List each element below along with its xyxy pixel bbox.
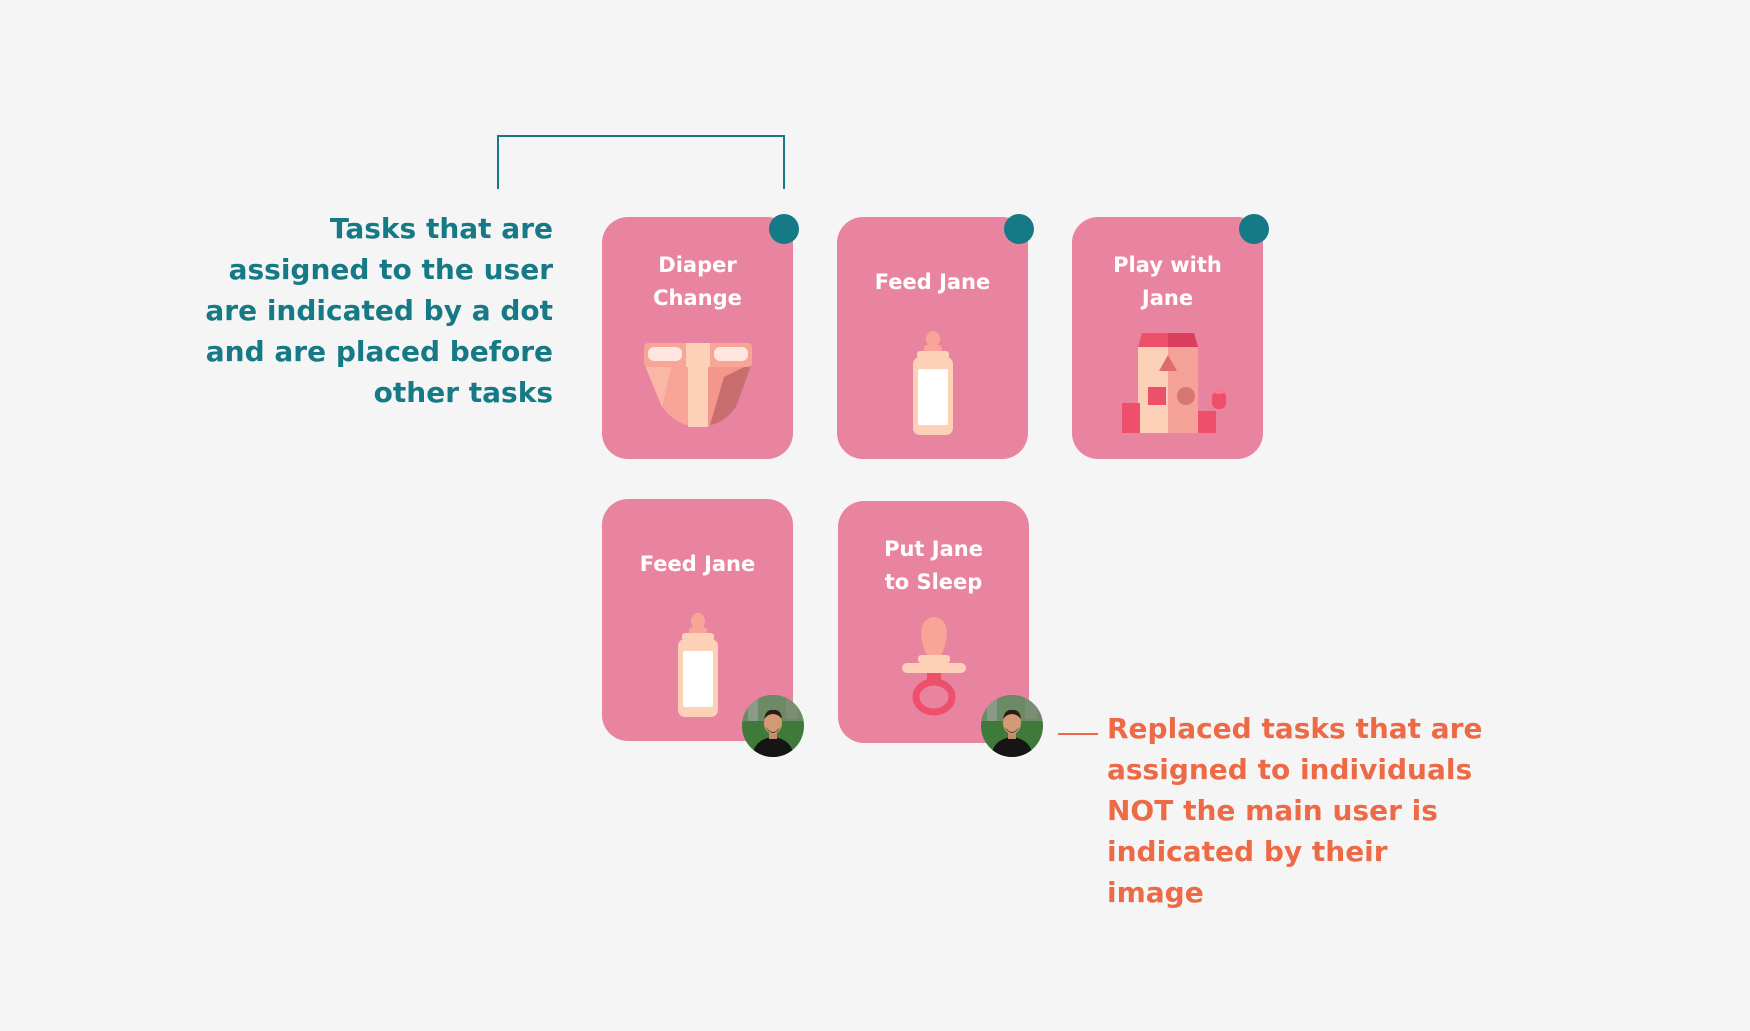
task-card-feed-jane[interactable]: Feed Jane <box>837 217 1028 459</box>
task-card-title-line: Play with <box>1113 253 1222 277</box>
task-card-title-line: Jane <box>1141 286 1194 310</box>
other-assignee-note: Replaced tasks that are assigned to indi… <box>1107 708 1507 913</box>
assigned-note-line: and are placed before <box>205 335 553 368</box>
baby-bottle-icon <box>837 327 1028 457</box>
task-card-play-with-jane[interactable]: Play with Jane <box>1072 217 1263 459</box>
assigned-note-line: other tasks <box>373 376 553 409</box>
assignee-avatar[interactable] <box>742 695 804 757</box>
baby-bottle-icon <box>602 609 793 739</box>
task-card-title-line: to Sleep <box>884 570 983 594</box>
others-note-line: indicated by their <box>1107 835 1388 868</box>
diaper-icon <box>602 327 793 457</box>
task-card-diaper-change[interactable]: Diaper Change <box>602 217 793 459</box>
pacifier-icon <box>838 611 1029 741</box>
others-note-line: Replaced tasks that are <box>1107 712 1483 745</box>
others-note-connector <box>1058 733 1098 735</box>
others-note-line: NOT the main user is <box>1107 794 1438 827</box>
assigned-note-line: assigned to the user <box>228 253 553 286</box>
assigned-tasks-note: Tasks that are assigned to the user are … <box>185 208 553 413</box>
task-card-title: Put Jane to Sleep <box>838 501 1029 631</box>
assigned-note-line: are indicated by a dot <box>205 294 553 327</box>
assigned-user-dot <box>769 214 799 244</box>
task-card-title: Feed Jane <box>837 217 1028 347</box>
task-card-title-line: Feed Jane <box>639 551 756 576</box>
task-card-title: Diaper Change <box>602 217 793 347</box>
task-card-title: Feed Jane <box>602 499 793 629</box>
others-note-line: image <box>1107 876 1204 909</box>
others-note-line: assigned to individuals <box>1107 753 1473 786</box>
assignee-avatar[interactable] <box>981 695 1043 757</box>
toy-blocks-icon <box>1072 327 1263 457</box>
assigned-tasks-bracket <box>497 135 785 189</box>
assigned-user-dot <box>1004 214 1034 244</box>
task-card-title: Play with Jane <box>1072 217 1263 347</box>
assigned-note-line: Tasks that are <box>329 212 553 245</box>
task-card-title-line: Change <box>653 286 742 310</box>
assigned-user-dot <box>1239 214 1269 244</box>
task-card-title-line: Diaper <box>658 253 737 277</box>
task-card-title-line: Put Jane <box>884 537 983 561</box>
task-card-title-line: Feed Jane <box>874 269 991 294</box>
